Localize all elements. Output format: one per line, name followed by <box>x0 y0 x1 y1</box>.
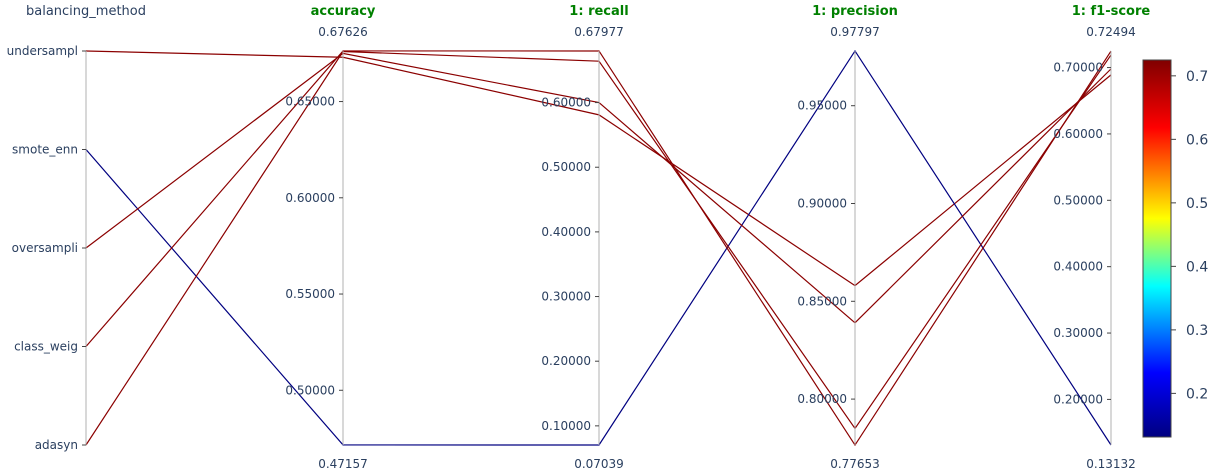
axis-1-tick-label: 0.40000 <box>541 225 591 239</box>
category-label: smote_enn <box>12 143 78 157</box>
axis-2-tick-label: 0.80000 <box>797 392 847 406</box>
axis-2-tick-label: 0.95000 <box>797 99 847 113</box>
axes-layer: balancing_method undersampl smote_ennovers… <box>7 4 1151 471</box>
axis-0-tick-label: 0.60000 <box>285 191 335 205</box>
data-line-class_weig <box>85 50 1112 447</box>
axis-1-range-min: 0.07039 <box>574 457 624 471</box>
axis-0-range-min: 0.47157 <box>318 457 368 471</box>
axis-3-tick-label: 0.60000 <box>1053 127 1103 141</box>
axis-3-tick-label: 0.30000 <box>1053 326 1103 340</box>
colorbar-tick-label: 0.5 <box>1186 196 1208 212</box>
axis-0-tick-label: 0.50000 <box>285 383 335 397</box>
axis-0-tick-label: 0.55000 <box>285 287 335 301</box>
axis-2-tick-label: 0.90000 <box>797 197 847 211</box>
axis-1-tick-label: 0.50000 <box>541 160 591 174</box>
axis-1-tick-label: 0.30000 <box>541 290 591 304</box>
colorbar-gradient <box>1142 59 1172 438</box>
colorbar-tick-label: 0.7 <box>1186 69 1208 85</box>
axis-3-tick-label: 0.20000 <box>1053 392 1103 406</box>
axis-0-title: accuracy <box>311 4 376 19</box>
axis-2-tick-label: 0.85000 <box>797 294 847 308</box>
colorbar-tick-label: 0.4 <box>1186 259 1208 275</box>
colorbar-tick-label: 0.2 <box>1186 386 1208 402</box>
axis-3-range-min: 0.13132 <box>1086 457 1136 471</box>
axis-1-range-max: 0.67977 <box>574 25 624 39</box>
axis-3-tick-label: 0.70000 <box>1053 61 1103 75</box>
axis-1-title: 1: recall <box>569 4 628 19</box>
colorbar-tick-label: 0.3 <box>1186 323 1208 339</box>
axis-3-title: 1: f1-score <box>1072 4 1151 19</box>
category-label: oversampli <box>12 241 78 255</box>
axis-2-range-max: 0.97797 <box>830 25 880 39</box>
axis-1-tick-label: 0.10000 <box>541 419 591 433</box>
axis-0-range-max: 0.67626 <box>318 25 368 39</box>
axis-2-range-min: 0.77653 <box>830 457 880 471</box>
category-label: undersampl <box>7 44 78 58</box>
colorbar: 0.2 0.3 0.4 0.5 0.6 0.7 <box>1142 59 1208 438</box>
axis-3-tick-label: 0.40000 <box>1053 260 1103 274</box>
axis-title-balancing-method: balancing_method <box>26 4 146 19</box>
axis-0-tick-label: 0.65000 <box>285 95 335 109</box>
axis-2-title: 1: precision <box>812 4 898 19</box>
colorbar-tick-label: 0.6 <box>1186 132 1208 148</box>
category-label: adasyn <box>35 438 78 452</box>
axis-3-tick-label: 0.50000 <box>1053 193 1103 207</box>
category-label: class_weig <box>14 340 78 354</box>
axis-1-tick-label: 0.20000 <box>541 354 591 368</box>
axis-3-range-max: 0.72494 <box>1086 25 1136 39</box>
axis-1-tick-label: 0.60000 <box>541 96 591 110</box>
